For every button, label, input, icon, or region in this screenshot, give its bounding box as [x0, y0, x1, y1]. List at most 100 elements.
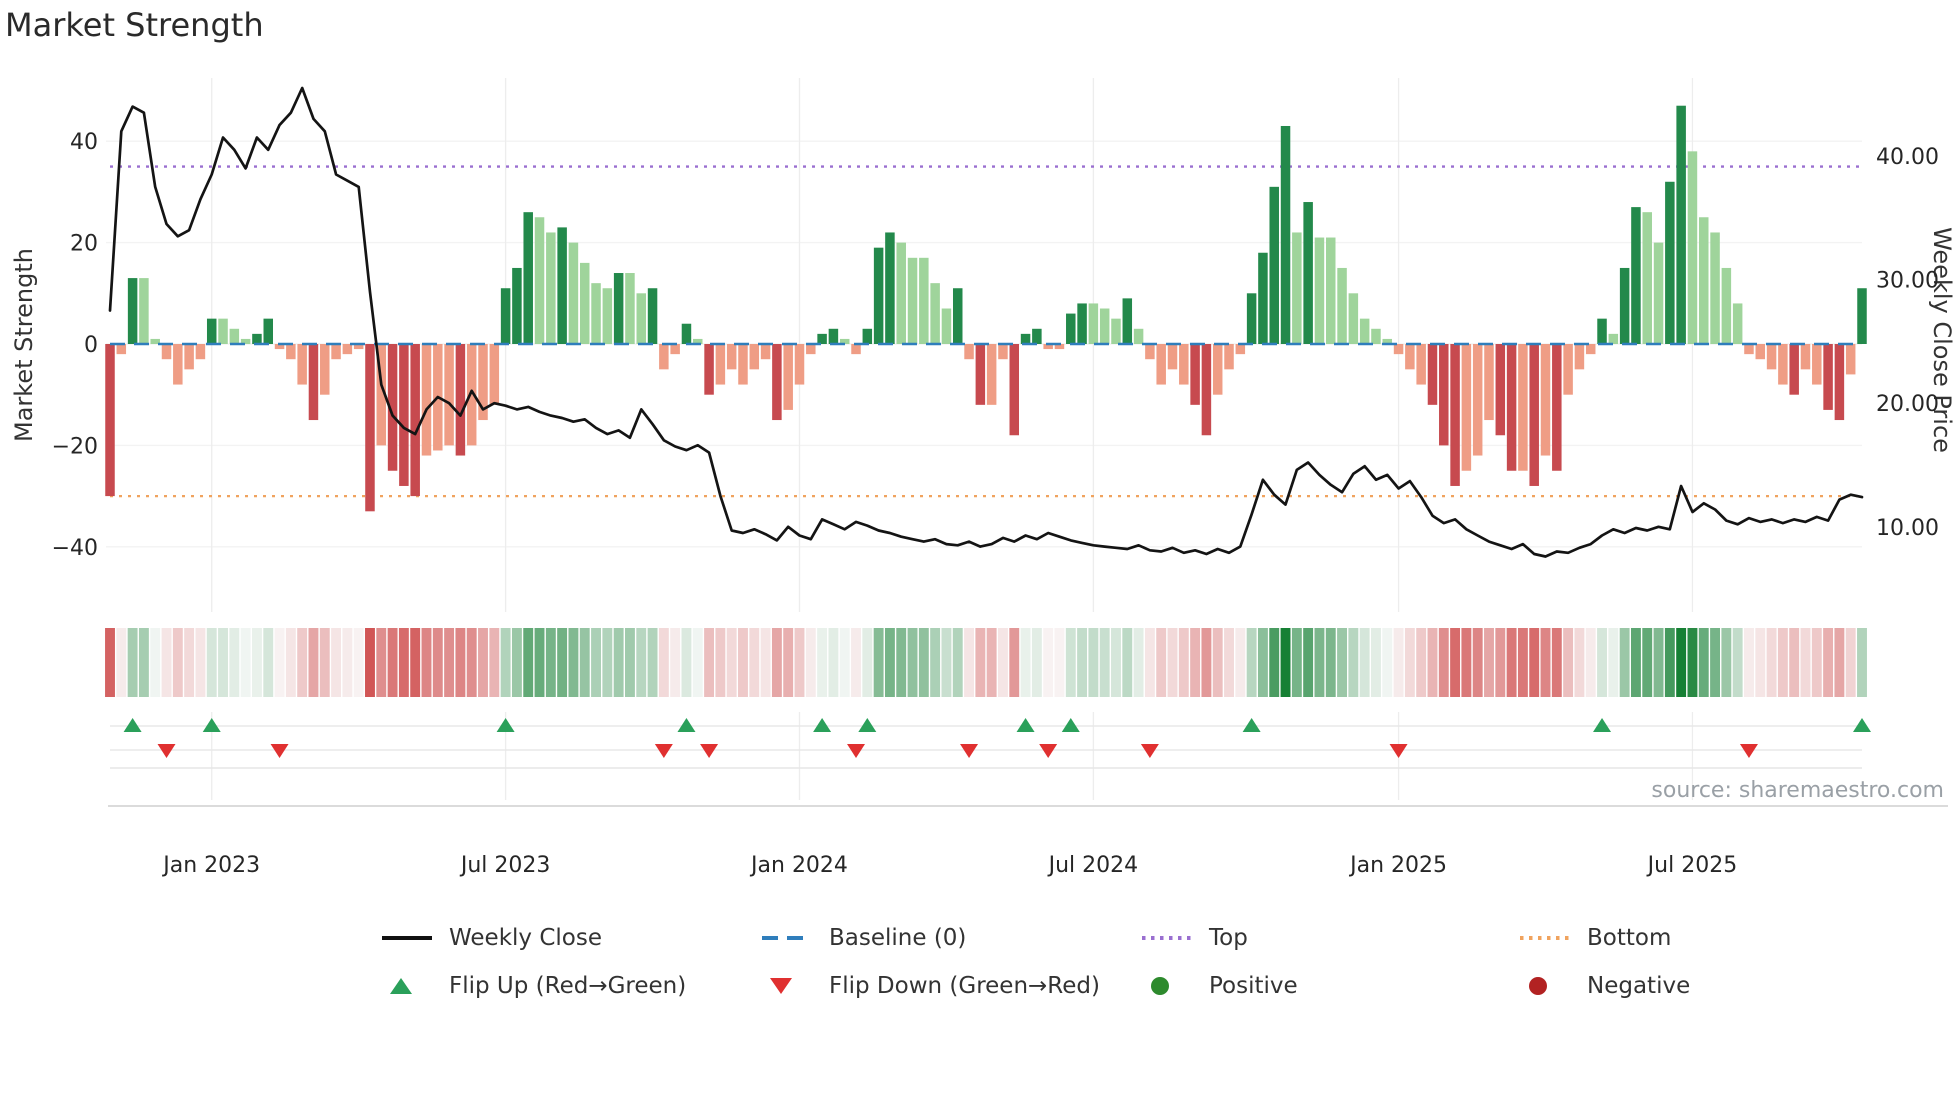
heatmap-cell [1698, 628, 1709, 697]
strength-bar [681, 323, 692, 344]
strength-bar [320, 344, 330, 395]
heatmap-cell [704, 628, 715, 697]
strength-bar [1371, 328, 1381, 344]
strength-bar [1597, 318, 1607, 344]
strength-bar [964, 344, 974, 360]
strength-bar [1631, 207, 1641, 344]
legend-item-top: Top [1142, 922, 1520, 954]
strength-bar [1382, 338, 1393, 344]
strength-bar [308, 344, 319, 421]
price-line [108, 86, 1864, 558]
legend-item-bottom: Bottom [1520, 922, 1850, 954]
heatmap-cell [1054, 628, 1065, 697]
heatmap-cell [150, 628, 161, 697]
strength-bar [1789, 344, 1799, 395]
heatmap-cell [557, 628, 568, 697]
heatmap-cell [907, 628, 918, 697]
heatmap-cell [206, 628, 217, 697]
strength-bar [1585, 344, 1596, 355]
heatmap-cell [331, 628, 342, 697]
flip-down-marker [270, 744, 289, 758]
strength-bar [919, 257, 929, 344]
heatmap-cell [828, 628, 839, 697]
flip-up-marker [496, 718, 515, 732]
strength-bar [568, 242, 579, 344]
heatmap-cell [1608, 628, 1619, 697]
heatmap-cell [602, 628, 613, 697]
strength-bar [1676, 105, 1686, 345]
strength-bar [1653, 242, 1664, 344]
right-tick-label: 40.00 [1876, 145, 1939, 170]
flip-down-marker [1140, 744, 1159, 758]
flip-down-marker [157, 744, 176, 758]
strength-bar [760, 344, 771, 360]
legend-label: Positive [1209, 973, 1298, 999]
heatmap-cell [1800, 628, 1811, 697]
heatmap-cell [1777, 628, 1788, 697]
strength-bar [1235, 344, 1246, 355]
heatmap-cell [455, 628, 466, 697]
strength-bar [342, 344, 353, 355]
strength-bar [1077, 303, 1087, 344]
strength-bar [1834, 344, 1845, 421]
legend-item-flip-up: Flip Up (Red→Green) [382, 970, 762, 1002]
strength-bar [1574, 344, 1585, 370]
strength-bar [1778, 344, 1788, 385]
strength-bar [1088, 303, 1099, 344]
legend-row-1: Weekly Close Baseline (0) Top Bottom [382, 922, 1960, 954]
chart-canvas: 40 20 0 −20 −40 40.00 30.00 20.00 10.00 Jan 2023 J… [52, 78, 1948, 878]
strength-bar [1484, 344, 1494, 421]
strength-bar [749, 344, 760, 370]
strength-bar [693, 338, 703, 344]
heatmap-cell [1031, 628, 1042, 697]
heatmap-cell [1744, 628, 1754, 697]
strength-bar [1732, 303, 1743, 344]
left-tick-label: 20 [70, 232, 98, 257]
strength-bar [1744, 344, 1754, 355]
flip-down-marker [654, 744, 673, 758]
strength-bar [478, 344, 488, 421]
legend-label: Flip Up (Red→Green) [449, 973, 687, 999]
strength-bar [500, 288, 511, 344]
strength-bar [1563, 344, 1573, 395]
heatmap-cell [534, 628, 545, 697]
strength-bar [1506, 344, 1517, 471]
left-tick-label: −40 [52, 536, 98, 561]
heatmap-cell [1585, 628, 1596, 697]
heatmap-cell [1732, 628, 1743, 697]
strength-bar [591, 283, 601, 344]
strength-bar [331, 344, 341, 360]
strength-bar [1190, 344, 1200, 405]
heatmap-cell [387, 628, 398, 697]
heatmap-cell [1201, 628, 1212, 697]
heatmap-cell [1009, 628, 1020, 697]
heatmap-cell [1020, 628, 1031, 697]
strength-bar [1857, 288, 1867, 344]
heatmap-cell [240, 628, 251, 697]
heatmap-cell [1133, 628, 1144, 697]
heatmap-cell [918, 628, 929, 697]
strength-bar [647, 288, 658, 344]
heatmap-cell [184, 628, 195, 697]
heatmap-cell [444, 628, 455, 697]
strength-bar [806, 344, 816, 355]
strength-bar [1258, 252, 1268, 344]
strength-bar [1642, 212, 1652, 344]
weekly-close-line-icon [382, 936, 432, 940]
flip-up-marker [202, 718, 221, 732]
heatmap-cell [297, 628, 308, 697]
heatmap-cell [1167, 628, 1178, 697]
strength-bar [184, 344, 194, 370]
legend-label: Flip Down (Green→Red) [829, 973, 1100, 999]
heatmap-cell [1291, 628, 1302, 697]
strength-bar [975, 344, 986, 405]
strength-bar [410, 344, 420, 497]
heatmap-cell [1630, 628, 1641, 697]
strength-bar [1280, 125, 1291, 345]
strength-bar [512, 267, 522, 344]
strength-bar [817, 333, 827, 344]
heatmap-cell [1212, 628, 1223, 697]
strength-bar [1721, 267, 1732, 344]
legend-label: Negative [1587, 973, 1691, 999]
strength-bar [1393, 344, 1404, 355]
